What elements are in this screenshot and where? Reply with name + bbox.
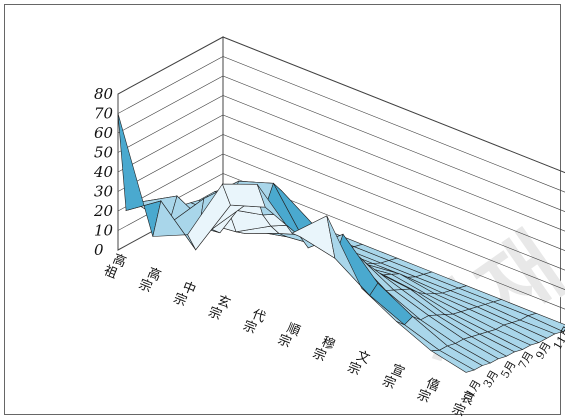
z-tick-left: 0 [94,241,104,259]
category-label: 文宗 [345,348,372,379]
category-label-bottom: 宗 [206,304,224,324]
category-label: 高宗 [136,265,163,296]
category-label-bottom: 宗 [276,331,294,351]
gridline [117,36,565,173]
month-label: 3月 [481,368,501,390]
category-label-bottom: 宗 [310,345,328,365]
gridline [117,134,565,271]
category-label: 宣宗 [380,361,407,393]
category-label-top: 順 [285,321,303,340]
category-label-top: 宣 [389,361,407,381]
category-label-bottom: 宗 [171,290,189,310]
category-label-bottom: 宗 [380,373,398,393]
category-label: 中宗 [171,279,198,310]
category-label-top: 高 [111,251,129,271]
gridline [117,56,565,193]
z-tick-left: 70 [94,105,114,123]
gridline [117,114,565,251]
category-label-top: 文 [354,348,372,367]
gridline [117,95,565,232]
z-tick-left: 80 [94,85,114,103]
category-label-bottom: 宗 [345,359,363,379]
category-label-bottom: 祖 [102,263,120,282]
gridline [117,75,565,212]
category-label-top: 僖 [424,376,442,395]
category-label: 玄宗 [206,293,233,324]
z-tick-left: 60 [94,124,114,142]
category-label: 哀宗 [450,390,477,419]
category-label-top: 高 [145,265,163,285]
category-label-bottom: 宗 [241,318,259,338]
category-label-bottom: 宗 [136,276,154,296]
month-label: 7月 [516,349,536,371]
category-label-top: 中 [180,279,198,298]
category-label: 僖宗 [415,376,442,407]
category-label: 順宗 [276,321,303,351]
z-tick-left: 10 [94,222,114,240]
category-label-top: 穆 [319,335,337,354]
surface-cell [117,113,162,237]
z-tick-left: 20 [93,202,114,220]
category-label: 高祖 [102,251,129,282]
category-label-bottom: 宗 [415,387,433,407]
z-tick-left: 50 [94,144,114,162]
category-label: 代宗 [241,307,268,338]
category-label: 穆宗 [310,335,337,365]
category-label-top: 代 [250,307,268,326]
category-label-bottom: 宗 [450,400,468,419]
month-label: 5月 [498,358,518,380]
z-tick-left: 30 [94,183,114,201]
z-tick-left: 40 [93,163,114,181]
category-label-top: 玄 [215,293,233,312]
gridline [117,153,565,290]
category-label-top: 哀 [459,390,477,409]
surface-cell [430,349,475,373]
